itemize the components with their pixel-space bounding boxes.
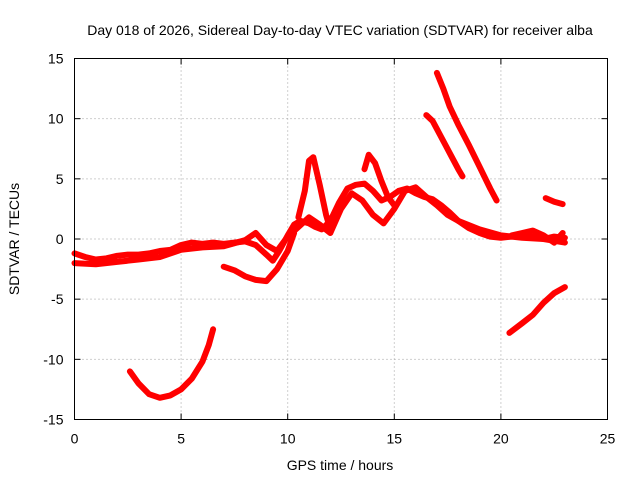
x-tick-label: 5 (177, 431, 185, 447)
series-short-22h (542, 195, 566, 208)
series-tail-21h (508, 227, 566, 246)
y-axis-label: SDTVAR / TECUs (6, 183, 22, 295)
series-main-band-b (71, 184, 568, 268)
series-dip-7-9h (220, 230, 298, 285)
y-tick-label: -15 (43, 412, 63, 428)
series-rise-20h (506, 284, 568, 336)
series-spike-14h (361, 151, 398, 209)
x-axis-label: GPS time / hours (287, 457, 394, 473)
series-streak-16h (423, 112, 466, 180)
series-arc-bottom-left (126, 326, 217, 401)
x-tick-label: 0 (71, 431, 79, 447)
axis-ticks: 0 5 10 15 20 25 -15 -10 -5 0 5 10 15 (43, 51, 615, 447)
series-spike-11h (295, 154, 334, 233)
x-tick-label: 10 (280, 431, 296, 447)
y-tick-label: -5 (51, 291, 64, 307)
x-tick-label: 25 (600, 431, 616, 447)
x-tick-label: 15 (387, 431, 403, 447)
series-streak-17h (433, 69, 500, 204)
y-tick-label: 15 (48, 51, 64, 67)
x-tick-label: 20 (493, 431, 509, 447)
y-tick-label: 5 (56, 171, 64, 187)
plot-frame (74, 58, 608, 420)
y-tick-label: 10 (48, 111, 64, 127)
chart-title: Day 018 of 2026, Sidereal Day-to-day VTE… (87, 22, 593, 38)
y-tick-label: -10 (43, 351, 63, 367)
y-tick-label: 0 (56, 231, 64, 247)
series-group (71, 69, 568, 401)
grid (74, 58, 608, 420)
